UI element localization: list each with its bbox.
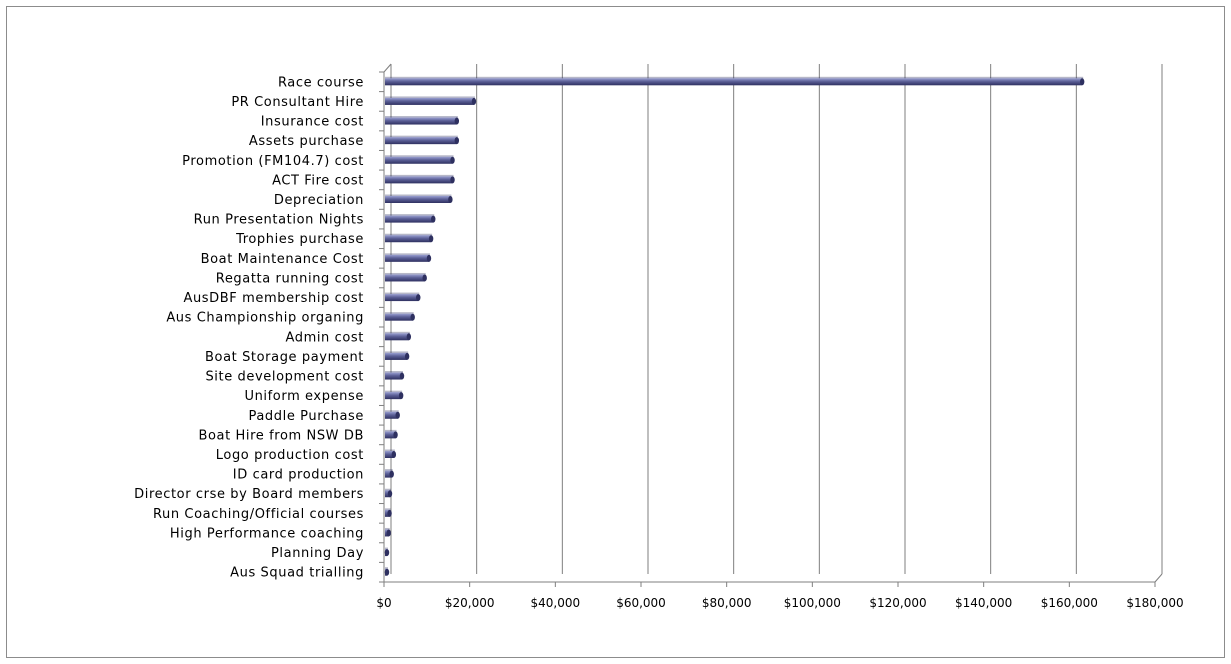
category-label: Regatta running cost <box>216 271 364 286</box>
category-label: Admin cost <box>285 330 364 345</box>
category-label: Site development cost <box>205 370 364 385</box>
bar <box>385 233 434 243</box>
chart-frame <box>6 6 1225 658</box>
x-tick-label: $140,000 <box>955 596 1012 610</box>
category-label: Boat Maintenance Cost <box>201 252 364 267</box>
category-label: Logo production cost <box>216 448 364 463</box>
bar <box>385 351 410 360</box>
axes <box>379 63 1163 587</box>
category-label: AusDBF membership cost <box>183 291 364 306</box>
bar <box>385 469 394 478</box>
x-tick-label: $60,000 <box>616 596 666 610</box>
bars <box>384 76 1085 576</box>
gridlines <box>390 64 1163 574</box>
x-tick-label: $40,000 <box>531 596 581 610</box>
x-tick-label: $160,000 <box>1041 596 1098 610</box>
category-label: Run Presentation Nights <box>194 213 364 228</box>
bar <box>385 410 400 419</box>
x-tick-label: $100,000 <box>784 596 841 610</box>
category-label: Insurance cost <box>261 115 364 130</box>
bar <box>385 155 455 164</box>
bar <box>385 292 421 302</box>
category-label: Aus Championship organing <box>166 311 364 326</box>
bar <box>385 194 453 203</box>
category-labels: Race course PR Consultant Hire Insurance c… <box>134 75 364 581</box>
x-tick-label: $20,000 <box>445 596 495 610</box>
category-label: Boat Hire from NSW DB <box>198 428 364 443</box>
bar <box>384 547 390 557</box>
y-axis-depth-top <box>383 63 392 73</box>
x-axis-depth-right <box>1154 573 1163 583</box>
bar <box>385 390 404 400</box>
bar <box>385 76 1085 86</box>
x-tick-label: $180,000 <box>1126 596 1183 610</box>
category-label: Assets purchase <box>249 134 364 149</box>
bar <box>385 527 391 537</box>
bar <box>385 116 460 125</box>
bar <box>384 567 390 576</box>
x-tick-labels: $0 $20,000 $40,000 $60,000 $80,000 $100,000 $1… <box>376 596 1183 610</box>
category-label: Promotion (FM104.7) cost <box>182 154 364 169</box>
category-label: ID card production <box>233 468 364 483</box>
category-label: Aus Squad trialling <box>230 566 364 581</box>
bar <box>385 449 397 458</box>
category-label: Planning Day <box>271 546 364 561</box>
x-tick-label: $80,000 <box>702 596 752 610</box>
bar <box>385 312 415 321</box>
bar <box>385 253 432 262</box>
category-label: Uniform expense <box>244 389 364 404</box>
bar <box>385 429 398 439</box>
x-tick-label: $0 <box>376 596 391 610</box>
category-label: Run Coaching/Official courses <box>153 507 364 522</box>
bar <box>385 371 405 380</box>
bar <box>385 96 477 105</box>
category-label: Race course <box>278 75 364 90</box>
bar <box>385 508 392 517</box>
x-tick-label: $120,000 <box>869 596 926 610</box>
category-label: Paddle Purchase <box>248 409 364 424</box>
category-label: Director crse by Board members <box>134 487 364 502</box>
category-label: Boat Storage payment <box>205 350 364 365</box>
bar <box>385 272 427 282</box>
category-label: ACT Fire cost <box>272 173 364 188</box>
bar <box>385 214 436 223</box>
category-label: High Performance coaching <box>170 526 364 541</box>
bar <box>385 331 412 341</box>
bar <box>385 174 455 184</box>
category-label: Depreciation <box>274 193 364 208</box>
bar <box>385 135 460 145</box>
bar <box>385 488 393 498</box>
category-label: Trophies purchase <box>235 232 364 247</box>
category-label: PR Consultant Hire <box>231 95 364 110</box>
